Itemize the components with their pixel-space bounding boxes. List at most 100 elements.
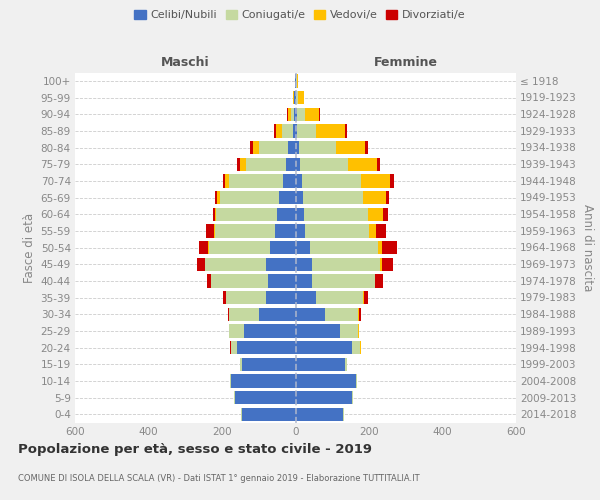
- Bar: [296, 391, 352, 404]
- Text: COMUNE DI ISOLA DELLA SCALA (VR) - Dati ISTAT 1° gennaio 2019 - Elaborazione TUT: COMUNE DI ISOLA DELLA SCALA (VR) - Dati …: [18, 474, 419, 483]
- Bar: [380, 258, 382, 271]
- Bar: [378, 241, 382, 254]
- Bar: [229, 324, 244, 338]
- Bar: [225, 174, 229, 188]
- Bar: [230, 341, 231, 354]
- Legend: Celibi/Nubili, Coniugati/e, Vedovi/e, Divorziati/e: Celibi/Nubili, Coniugati/e, Vedovi/e, Di…: [130, 6, 470, 25]
- Bar: [298, 91, 304, 104]
- Bar: [364, 291, 368, 304]
- Bar: [340, 324, 358, 338]
- Bar: [376, 224, 386, 237]
- Bar: [281, 124, 293, 138]
- Bar: [296, 124, 298, 138]
- Bar: [242, 358, 296, 371]
- Bar: [283, 174, 296, 188]
- Bar: [220, 191, 279, 204]
- Bar: [369, 224, 376, 237]
- Bar: [364, 191, 386, 204]
- Bar: [345, 124, 347, 138]
- Bar: [296, 91, 298, 104]
- Bar: [214, 224, 215, 237]
- Bar: [325, 308, 358, 321]
- Bar: [296, 341, 352, 354]
- Bar: [296, 274, 312, 287]
- Bar: [365, 141, 368, 154]
- Bar: [242, 408, 296, 421]
- Bar: [296, 208, 304, 221]
- Bar: [347, 158, 377, 171]
- Bar: [305, 224, 369, 237]
- Bar: [291, 108, 293, 121]
- Bar: [391, 174, 394, 188]
- Bar: [226, 291, 266, 304]
- Bar: [287, 108, 288, 121]
- Bar: [293, 124, 296, 138]
- Bar: [270, 241, 296, 254]
- Bar: [259, 308, 296, 321]
- Bar: [209, 241, 270, 254]
- Bar: [319, 108, 320, 121]
- Text: Popolazione per età, sesso e stato civile - 2019: Popolazione per età, sesso e stato civil…: [18, 442, 372, 456]
- Bar: [300, 158, 347, 171]
- Bar: [234, 391, 235, 404]
- Bar: [241, 358, 242, 371]
- Bar: [246, 158, 286, 171]
- Bar: [345, 358, 347, 371]
- Bar: [231, 341, 237, 354]
- Bar: [276, 124, 281, 138]
- Bar: [360, 341, 361, 354]
- Bar: [374, 274, 375, 287]
- Bar: [356, 374, 357, 388]
- Bar: [304, 208, 368, 221]
- Bar: [296, 241, 310, 254]
- Bar: [386, 191, 389, 204]
- Bar: [217, 208, 277, 221]
- Bar: [296, 224, 305, 237]
- Bar: [266, 291, 296, 304]
- Bar: [277, 208, 296, 221]
- Bar: [296, 324, 340, 338]
- Bar: [275, 224, 296, 237]
- Bar: [259, 141, 288, 154]
- Bar: [206, 274, 211, 287]
- Bar: [296, 358, 345, 371]
- Bar: [295, 91, 296, 104]
- Bar: [293, 91, 295, 104]
- Bar: [359, 308, 361, 321]
- Bar: [296, 374, 356, 388]
- Bar: [229, 174, 283, 188]
- Bar: [253, 141, 259, 154]
- Bar: [296, 408, 343, 421]
- Bar: [211, 274, 268, 287]
- Bar: [312, 258, 380, 271]
- Bar: [286, 158, 296, 171]
- Bar: [382, 258, 393, 271]
- Bar: [305, 108, 319, 121]
- Bar: [316, 291, 364, 304]
- Bar: [375, 274, 383, 287]
- Bar: [297, 74, 298, 88]
- Bar: [299, 141, 336, 154]
- Bar: [296, 191, 303, 204]
- Bar: [199, 241, 208, 254]
- Bar: [383, 208, 388, 221]
- Bar: [213, 208, 215, 221]
- Bar: [296, 108, 298, 121]
- Bar: [358, 324, 359, 338]
- Bar: [298, 124, 316, 138]
- Y-axis label: Fasce di età: Fasce di età: [23, 212, 37, 282]
- Bar: [302, 174, 361, 188]
- Bar: [296, 258, 312, 271]
- Bar: [237, 341, 296, 354]
- Bar: [296, 74, 297, 88]
- Bar: [310, 241, 378, 254]
- Bar: [298, 108, 305, 121]
- Bar: [241, 408, 242, 421]
- Bar: [336, 141, 365, 154]
- Bar: [274, 124, 276, 138]
- Bar: [244, 324, 296, 338]
- Text: Maschi: Maschi: [161, 56, 209, 69]
- Bar: [377, 158, 380, 171]
- Bar: [352, 391, 353, 404]
- Bar: [266, 258, 296, 271]
